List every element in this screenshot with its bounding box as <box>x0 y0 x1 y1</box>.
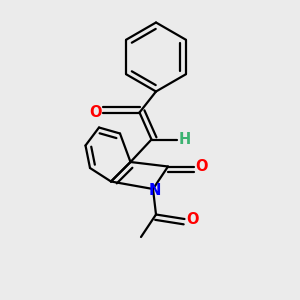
Text: O: O <box>196 159 208 174</box>
Text: H: H <box>178 132 190 147</box>
Text: O: O <box>187 212 199 226</box>
Text: N: N <box>148 183 161 198</box>
Text: O: O <box>89 105 101 120</box>
